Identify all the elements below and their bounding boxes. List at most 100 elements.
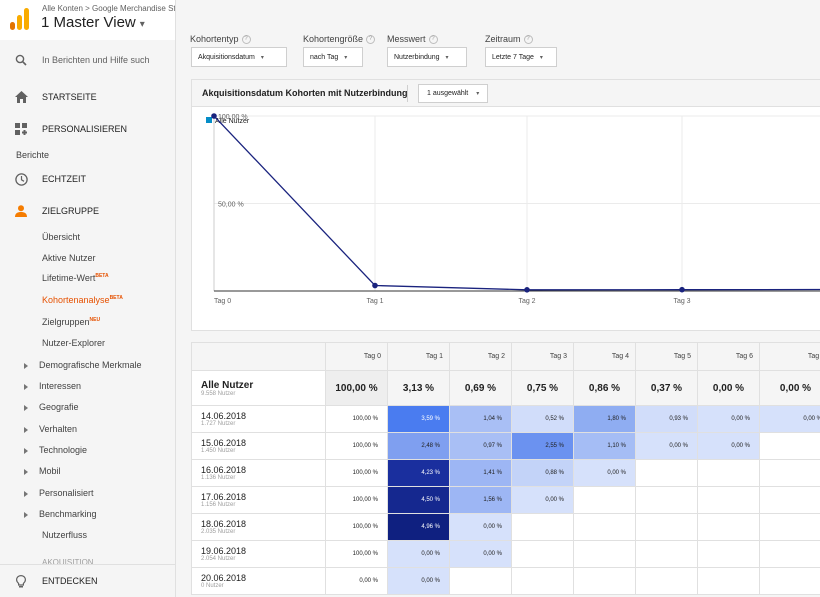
sidebar-item-interessen[interactable]: Interessen	[24, 381, 81, 391]
new-badge: NEU	[89, 317, 101, 323]
retention-cell: 2,55 %	[511, 432, 574, 460]
row-label: 16.06.2018 1.136 Nutzer	[191, 459, 326, 487]
retention-cell	[449, 567, 512, 595]
row-date: 18.06.2018	[201, 519, 247, 529]
sidebar-item-kohortenanalyse[interactable]: KohortenanalyseBETA	[42, 295, 123, 305]
retention-cell: 100,00 %	[325, 432, 388, 460]
sidebar-subitem-label: Mobil	[39, 466, 61, 476]
retention-cell	[511, 513, 574, 541]
caret-down-icon: ▾	[139, 19, 145, 30]
sidebar-item-startseite[interactable]: STARTSEITE	[0, 82, 175, 112]
total-cell: 100,00 %	[325, 370, 388, 406]
sidebar-item-lifetime-wert[interactable]: Lifetime-WertBETA	[42, 273, 109, 283]
data-point[interactable]	[524, 286, 530, 293]
sidebar-item-personalisiert[interactable]: Personalisiert	[24, 488, 94, 498]
total-cell: 0,00 %	[759, 370, 820, 406]
table-row[interactable]: 16.06.2018 1.136 Nutzer 100,00 % 4,23 % 1,41…	[191, 459, 820, 487]
help-icon[interactable]: ?	[241, 35, 251, 45]
sidebar-subitem-label: Verhalten	[39, 424, 78, 434]
table-row[interactable]: 20.06.2018 0 Nutzer 0,00 % 0,00 %	[191, 567, 820, 595]
table-row[interactable]: 17.06.2018 1.156 Nutzer 100,00 % 4,50 % 1,56…	[191, 486, 820, 514]
row-date: 14.06.2018	[201, 411, 247, 421]
date-range-select[interactable]: Letzte 7 Tage ▾	[485, 47, 557, 67]
account-breadcrumb[interactable]: Alle Konten > Google Merchandise Store	[42, 4, 176, 13]
retention-cell	[697, 567, 760, 595]
sidebar-item-echtzeit[interactable]: ECHTZEIT	[0, 164, 175, 194]
expand-triangle-icon	[24, 426, 28, 433]
account-header[interactable]: Alle Konten > Google Merchandise Store 1…	[0, 0, 176, 40]
panel-header: Akquisitionsdatum Kohorten mit Nutzerbin…	[192, 80, 820, 107]
table-row[interactable]: 19.06.2018 2.054 Nutzer 100,00 % 0,00 % 0,00…	[191, 540, 820, 568]
sidebar-search[interactable]: In Berichten und Hilfe such	[0, 45, 175, 75]
cohort-size-select[interactable]: nach Tag ▾	[303, 47, 363, 67]
retention-cell: 0,00 %	[325, 567, 388, 595]
sidebar-item-akquisition[interactable]: AKQUISITION	[42, 558, 94, 564]
row-users: 1.450 Nutzer	[201, 448, 236, 454]
sidebar-item-uebersicht[interactable]: Übersicht	[42, 232, 80, 242]
retention-cell: 0,00 %	[387, 567, 450, 595]
beta-badge: BETA	[95, 273, 109, 279]
sidebar-item-label: ENTDECKEN	[42, 576, 98, 586]
cohort-type-select[interactable]: Akquisitionsdatum ▾	[191, 47, 287, 67]
filter-label-kohortengroesse: Kohortengröße?	[303, 34, 376, 45]
sidebar-subitem-label: Lifetime-Wert	[42, 273, 96, 283]
total-cell: 0,69 %	[449, 370, 512, 406]
sidebar-item-zielgruppen[interactable]: ZielgruppenNEU	[42, 317, 100, 327]
filter-label-text: Kohortentyp	[190, 34, 239, 44]
sidebar-item-demografische-merkmale[interactable]: Demografische Merkmale	[24, 360, 142, 370]
data-point[interactable]	[372, 282, 378, 289]
caret-down-icon: ▾	[445, 54, 449, 61]
column-header: Tag 7	[759, 342, 820, 371]
segment-selector[interactable]: 1 ausgewählt ▾	[418, 84, 489, 103]
sidebar-item-personalisieren[interactable]: PERSONALISIEREN	[0, 114, 175, 144]
sidebar-item-entdecken[interactable]: ENTDECKEN	[0, 564, 175, 597]
sidebar-item-mobil[interactable]: Mobil	[24, 466, 61, 476]
help-icon[interactable]: ?	[428, 35, 438, 45]
retention-cell: 1,56 %	[449, 486, 512, 514]
sidebar-item-aktive-nutzer[interactable]: Aktive Nutzer	[42, 253, 96, 263]
table-row[interactable]: 14.06.2018 1.727 Nutzer 100,00 % 3,59 % 1,04…	[191, 405, 820, 433]
sidebar-item-geografie[interactable]: Geografie	[24, 402, 79, 412]
sidebar-item-zielgruppe[interactable]: ZIELGRUPPE	[0, 196, 175, 226]
table-row[interactable]: 18.06.2018 2.035 Nutzer 100,00 % 4,96 % 0,00…	[191, 513, 820, 541]
retention-cell: 3,59 %	[387, 405, 450, 433]
filter-label-messwert: Messwert?	[387, 34, 438, 45]
sidebar-item-label: STARTSEITE	[42, 92, 97, 102]
sidebar-subitem-label: Interessen	[39, 381, 82, 391]
sidebar-item-benchmarking[interactable]: Benchmarking	[24, 509, 97, 519]
column-header: Tag 4	[573, 342, 636, 371]
caret-down-icon: ▾	[260, 54, 264, 61]
retention-cell	[635, 486, 698, 514]
sidebar-item-verhalten[interactable]: Verhalten	[24, 424, 77, 434]
metric-select[interactable]: Nutzerbindung ▾	[387, 47, 467, 67]
legend-swatch	[206, 117, 212, 123]
help-icon[interactable]: ?	[523, 35, 533, 45]
x-tick-label: Tag 3	[673, 298, 690, 305]
search-placeholder: In Berichten und Hilfe such	[42, 55, 150, 65]
cohort-chart-panel: Akquisitionsdatum Kohorten mit Nutzerbin…	[191, 79, 820, 331]
y-tick-label: 100,00 %	[218, 114, 248, 121]
row-label: 17.06.2018 1.156 Nutzer	[191, 486, 326, 514]
expand-triangle-icon	[24, 447, 28, 454]
retention-cell	[759, 432, 820, 460]
retention-cell	[573, 486, 636, 514]
expand-triangle-icon	[24, 404, 28, 411]
sidebar-item-technologie[interactable]: Technologie	[24, 445, 87, 455]
sidebar-item-nutzer-explorer[interactable]: Nutzer-Explorer	[42, 338, 105, 348]
retention-cell: 100,00 %	[325, 513, 388, 541]
data-point[interactable]	[211, 113, 217, 119]
row-users: 1.156 Nutzer	[201, 502, 236, 508]
view-selector[interactable]: 1 Master View ▾	[41, 14, 145, 31]
retention-cell	[635, 513, 698, 541]
data-point[interactable]	[679, 286, 685, 293]
table-row[interactable]: 15.06.2018 1.450 Nutzer 100,00 % 2,48 % 0,97…	[191, 432, 820, 460]
retention-cell: 0,52 %	[511, 405, 574, 433]
sidebar-item-nutzerfluss[interactable]: Nutzerfluss	[42, 530, 87, 540]
x-tick-label: Tag 1	[366, 298, 383, 305]
total-cell: 3,13 %	[387, 370, 450, 406]
retention-cell	[759, 540, 820, 568]
select-value: Nutzerbindung	[394, 53, 440, 61]
help-icon[interactable]: ?	[366, 35, 376, 45]
expand-triangle-icon	[24, 511, 28, 518]
